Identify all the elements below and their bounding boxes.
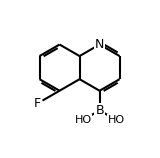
Text: N: N	[95, 38, 104, 51]
Text: HO: HO	[75, 115, 92, 125]
Text: B: B	[95, 104, 104, 117]
Text: F: F	[34, 97, 41, 110]
Text: HO: HO	[107, 115, 125, 125]
